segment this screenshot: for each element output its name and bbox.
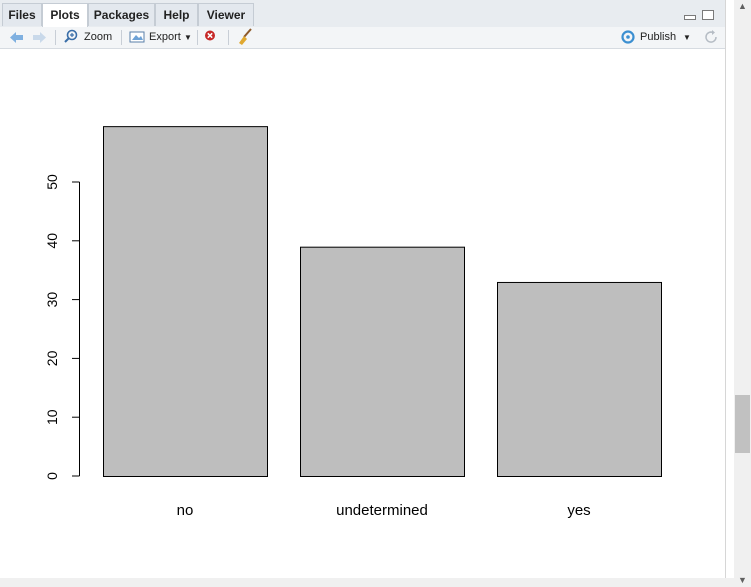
tab-bar: Files Plots Packages Help Viewer	[0, 0, 725, 28]
bar-chart: 0 10 20 30 40 50 no undetermined yes	[44, 126, 662, 519]
tab-plots[interactable]: Plots	[42, 3, 88, 28]
refresh-icon[interactable]	[703, 27, 719, 48]
zoom-label: Zoom	[84, 31, 113, 43]
minimize-icon[interactable]	[684, 15, 696, 20]
y-tick-label: 0	[44, 472, 60, 480]
maximize-icon[interactable]	[702, 10, 714, 20]
tab-files[interactable]: Files	[2, 3, 42, 26]
plots-pane: Files Plots Packages Help Viewer Zoom Ex…	[0, 0, 726, 578]
horizontal-scrollbar[interactable]	[0, 578, 734, 587]
tab-help[interactable]: Help	[155, 3, 198, 26]
zoom-icon	[63, 27, 79, 56]
back-arrow-icon[interactable]	[8, 27, 24, 48]
chevron-down-icon: ▼	[184, 33, 192, 42]
vertical-scrollbar[interactable]: ▲ ▼	[734, 0, 751, 587]
scroll-up-icon[interactable]: ▲	[738, 1, 747, 11]
x-category-label: undetermined	[336, 502, 428, 519]
x-category-label: yes	[567, 502, 590, 519]
remove-plot-icon	[204, 27, 218, 56]
export-icon	[129, 27, 145, 56]
plot-area: 0 10 20 30 40 50 no undetermined yes	[0, 48, 725, 578]
x-category-label: no	[177, 502, 194, 519]
toolbar-separator	[55, 30, 56, 45]
scroll-thumb[interactable]	[735, 395, 750, 453]
forward-arrow-icon[interactable]	[32, 27, 48, 48]
toolbar-separator	[197, 30, 198, 45]
publish-icon	[619, 27, 637, 56]
tab-packages[interactable]: Packages	[88, 3, 155, 26]
y-tick-label: 40	[44, 233, 60, 249]
toolbar-separator	[121, 30, 122, 45]
y-tick-label: 50	[44, 174, 60, 190]
export-label: Export	[149, 31, 181, 43]
chevron-down-icon: ▼	[683, 33, 691, 42]
bar	[300, 246, 465, 477]
plot-toolbar: Zoom Export ▼ Publish ▼	[0, 27, 725, 49]
publish-label: Publish	[640, 31, 677, 43]
tab-viewer[interactable]: Viewer	[198, 3, 254, 26]
toolbar-separator	[228, 30, 229, 45]
y-tick-label: 10	[44, 409, 60, 425]
y-tick-label: 20	[44, 350, 60, 366]
scroll-down-icon[interactable]: ▼	[738, 575, 747, 585]
y-tick-label: 30	[44, 292, 60, 308]
bar	[497, 281, 662, 477]
broom-icon	[236, 27, 254, 56]
bar	[103, 126, 268, 477]
